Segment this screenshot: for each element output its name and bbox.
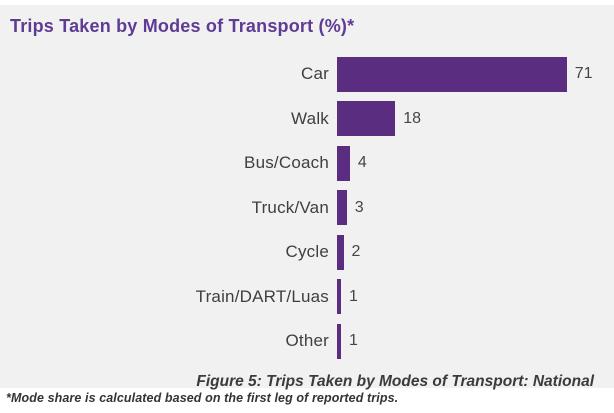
bar-row: Cycle 2 [0, 230, 614, 275]
bar-chart: Car 71 Walk 18 Bus/Coach 4 Truck/Van 3 C… [0, 52, 614, 364]
bar-cycle [337, 234, 344, 270]
bar-row: Car 71 [0, 52, 614, 97]
category-label: Bus/Coach [244, 153, 329, 173]
bar-train-dart-luas [337, 279, 341, 315]
value-label: 71 [574, 65, 593, 83]
value-label: 1 [349, 287, 358, 305]
chart-panel: Trips Taken by Modes of Transport (%)* C… [0, 5, 614, 390]
bar-other [337, 323, 341, 359]
value-label: 4 [357, 154, 367, 172]
chart-title: Trips Taken by Modes of Transport (%)* [10, 16, 355, 36]
bar-row: Bus/Coach 4 [0, 141, 614, 186]
footnote: *Mode share is calculated based on the f… [6, 391, 399, 405]
bar-truck-van [337, 190, 347, 226]
bar-walk [337, 101, 396, 137]
category-label: Cycle [285, 242, 329, 262]
bar-row: Truck/Van 3 [0, 186, 614, 231]
bar-row: Train/DART/Luas 1 [0, 275, 614, 320]
category-label: Other [285, 331, 329, 351]
category-label: Walk [291, 108, 329, 128]
bar-bus-coach [337, 145, 350, 181]
value-label: 3 [354, 198, 364, 216]
category-label: Car [301, 64, 329, 84]
bar-car [337, 56, 567, 92]
bar-row: Other 1 [0, 319, 614, 364]
value-label: 2 [351, 243, 361, 261]
bar-row: Walk 18 [0, 97, 614, 142]
category-label: Train/DART/Luas [195, 286, 329, 306]
category-label: Truck/Van [251, 197, 329, 217]
value-label: 1 [349, 332, 358, 350]
figure-caption: Figure 5: Trips Taken by Modes of Transp… [196, 372, 594, 390]
value-label: 18 [403, 109, 421, 127]
